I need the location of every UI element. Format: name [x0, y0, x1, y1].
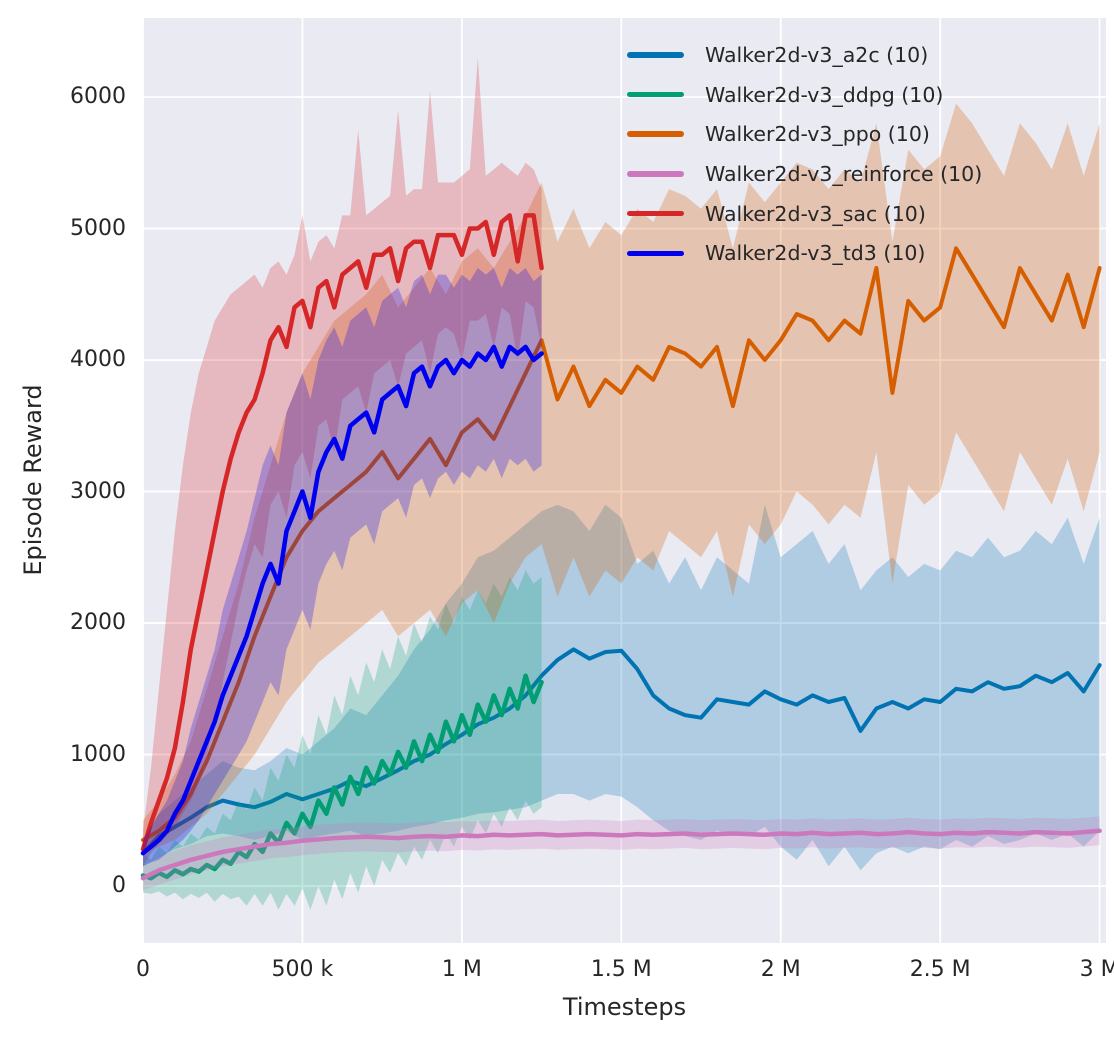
- y-tick-label: 6000: [70, 84, 126, 110]
- legend-item-ddpg: Walker2d-v3_ddpg (10): [627, 75, 982, 115]
- sac-mean-line: [140, 213, 544, 852]
- x-axis-label: Timesteps: [562, 993, 687, 1021]
- y-tick-label: 3000: [70, 478, 126, 504]
- legend-swatch-td3: [627, 250, 684, 257]
- x-tick-label: 2 M: [760, 957, 801, 982]
- legend-swatch-ppo: [627, 131, 684, 137]
- td3-mean-line: [140, 344, 544, 856]
- legend-swatch-sac: [627, 210, 684, 217]
- x-tick-label: 2.5 M: [909, 957, 971, 982]
- legend-label-td3: Walker2d-v3_td3 (10): [705, 241, 926, 266]
- legend-item-ppo: Walker2d-v3_ppo (10): [627, 114, 982, 154]
- legend-item-a2c: Walker2d-v3_a2c (10): [627, 35, 982, 75]
- x-tick-label: 500 k: [271, 957, 334, 982]
- sac-confidence-band: [143, 57, 542, 867]
- legend-swatch-a2c: [627, 52, 684, 58]
- legend-label-ppo: Walker2d-v3_ppo (10): [705, 122, 930, 147]
- x-tick-label: 0: [136, 957, 150, 982]
- legend-item-reinforce: Walker2d-v3_reinforce (10): [627, 154, 982, 194]
- x-tick-label: 3 M: [1079, 957, 1114, 982]
- y-axis-label: Episode Reward: [19, 384, 47, 576]
- y-tick-label: 0: [112, 873, 126, 899]
- a2c-mean-line: [141, 647, 1102, 856]
- legend-label-reinforce: Walker2d-v3_reinforce (10): [705, 161, 983, 186]
- ddpg-confidence-band: [143, 570, 542, 910]
- legend-item-td3: Walker2d-v3_td3 (10): [627, 233, 982, 273]
- y-tick-label: 5000: [70, 215, 126, 241]
- legend-swatch-ddpg: [627, 91, 684, 98]
- plot-background: [143, 18, 1106, 943]
- y-tick-label: 4000: [70, 347, 126, 373]
- legend-label-a2c: Walker2d-v3_a2c (10): [705, 42, 929, 67]
- x-tick-label: 1 M: [441, 957, 482, 982]
- legend-label-sac: Walker2d-v3_sac (10): [705, 201, 926, 226]
- y-tick-label: 2000: [70, 610, 126, 636]
- ddpg-mean-line: [140, 673, 544, 881]
- legend-label-ddpg: Walker2d-v3_ddpg (10): [705, 82, 944, 107]
- ppo-confidence-band: [143, 103, 1100, 854]
- x-tick-label: 1.5 M: [590, 957, 652, 982]
- ppo-mean-line: [141, 246, 1102, 842]
- reinforce-mean-line: [140, 828, 1102, 881]
- y-tick-label: 1000: [70, 741, 126, 767]
- legend-swatch-reinforce: [627, 171, 684, 177]
- legend-item-sac: Walker2d-v3_sac (10): [627, 194, 982, 234]
- legend: Walker2d-v3_a2c (10) Walker2d-v3_ddpg (1…: [627, 35, 982, 273]
- td3-confidence-band: [143, 268, 542, 867]
